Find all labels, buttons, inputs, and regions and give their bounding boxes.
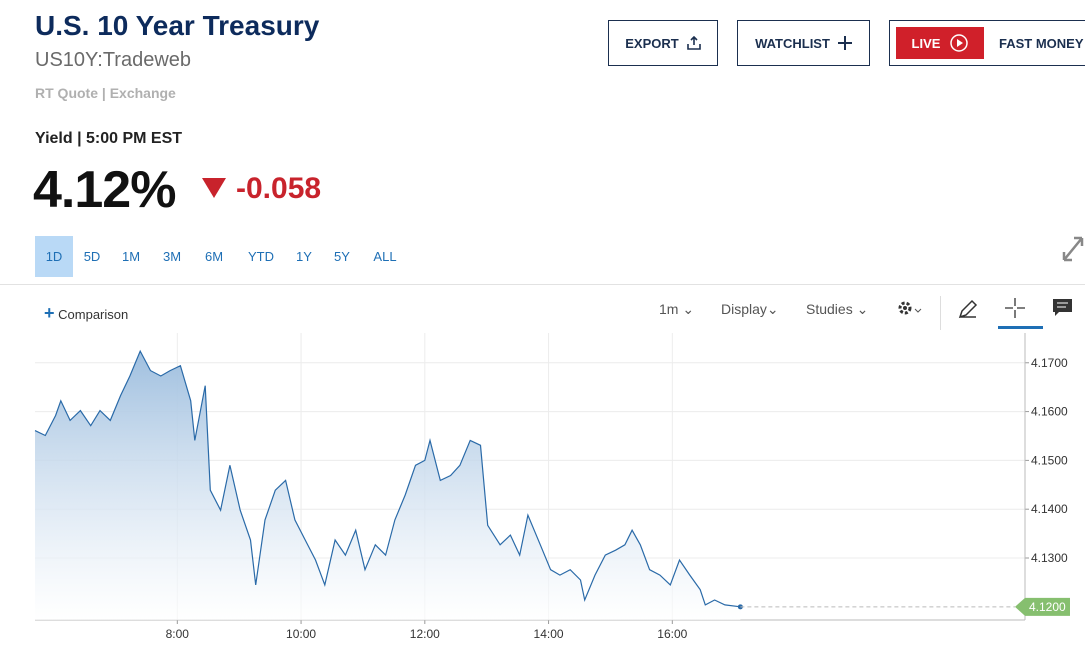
y-tick-label: 4.1700: [1031, 356, 1068, 370]
label: FAST MONEY: [999, 35, 1084, 51]
range-tab[interactable]: 6M: [204, 249, 224, 264]
price: 4.12%: [33, 161, 176, 219]
toolbar-divider: [940, 296, 941, 330]
range-tab[interactable]: YTD: [248, 249, 274, 264]
y-tick-label: 4.1600: [1031, 405, 1068, 419]
title: U.S. 10 Year Treasury: [35, 10, 320, 41]
draw-icon[interactable]: [957, 298, 979, 320]
down-arrow: [202, 178, 226, 198]
icon: [950, 34, 969, 52]
area: [35, 351, 741, 620]
range-tab[interactable]: 3M: [162, 249, 182, 264]
export-button[interactable]: EXPORT: [608, 20, 718, 66]
label: Display: [721, 301, 767, 317]
live-badge: LIVE: [896, 27, 984, 59]
watchlist-button[interactable]: WATCHLIST: [737, 20, 870, 66]
x-tick-label: 16:00: [657, 627, 687, 641]
label: Comparison: [58, 307, 129, 322]
last-price-label: 4.1200: [1029, 600, 1066, 614]
symbol: US10Y:Tradeweb: [35, 49, 192, 71]
comment-icon[interactable]: [1052, 298, 1074, 318]
y-tick-label: 4.1500: [1031, 453, 1068, 467]
crosshair-icon[interactable]: [1004, 297, 1026, 319]
active-underline: [998, 326, 1043, 329]
x-tick-label: 14:00: [534, 627, 564, 641]
range-tab[interactable]: 5D: [83, 249, 101, 264]
icon: [686, 36, 701, 50]
display-menu[interactable]: Display⌄: [721, 301, 779, 317]
icon: [837, 36, 852, 50]
live-button[interactable]: LIVE FAST MONEY: [889, 20, 1085, 66]
change: -0.058: [236, 172, 322, 205]
label: WATCHLIST: [755, 35, 830, 51]
x-tick-label: 10:00: [286, 627, 316, 641]
studies-menu[interactable]: Studies ⌄: [806, 301, 869, 317]
label: 1m: [659, 301, 679, 317]
line: [34, 349, 741, 608]
last-price-badge: [1015, 597, 1070, 616]
divider: [0, 284, 1085, 285]
range-tab[interactable]: ALL: [373, 249, 397, 264]
quote-source: RT Quote | Exchange: [35, 85, 176, 101]
label: LIVE: [911, 35, 941, 51]
settings-icon[interactable]: [896, 298, 926, 320]
x-tick-label: 12:00: [410, 627, 440, 641]
expand-icon[interactable]: [1062, 234, 1084, 262]
range-tab[interactable]: 5Y: [334, 249, 350, 264]
y-tick-label: 4.1400: [1031, 502, 1068, 516]
range-tab[interactable]: 1D: [35, 236, 73, 277]
chart: 4.1300 4.1400 4.1500 4.1600 4.1700 8:00 10:00 1…: [34, 333, 1070, 641]
x-tick-label: 8:00: [166, 627, 190, 641]
y-tick-label: 4.1300: [1031, 551, 1068, 565]
label: EXPORT: [625, 35, 679, 51]
label: Studies: [806, 301, 853, 317]
interval-menu[interactable]: 1m ⌄: [659, 301, 695, 317]
range-tab[interactable]: 1M: [121, 249, 141, 264]
comparison-button[interactable]: + Comparison: [44, 303, 129, 323]
yield-time: Yield | 5:00 PM EST: [35, 130, 183, 147]
range-tab[interactable]: 1Y: [296, 249, 312, 264]
